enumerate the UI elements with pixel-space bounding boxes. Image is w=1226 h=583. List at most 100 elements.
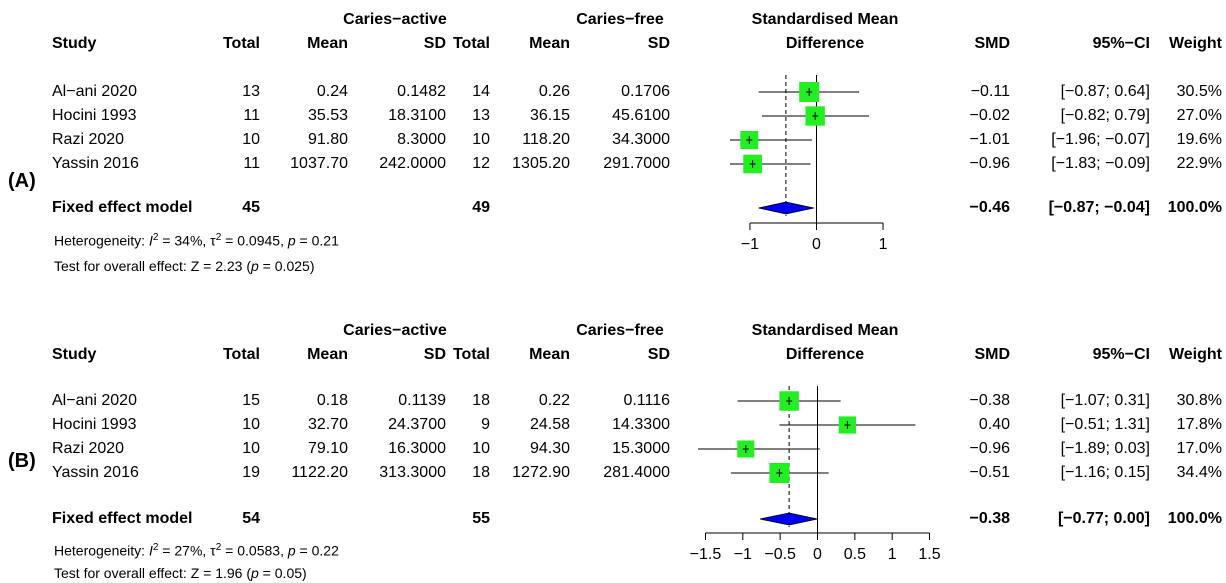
total1-value: 10 bbox=[242, 131, 260, 148]
study-name: Al−ani 2020 bbox=[52, 392, 137, 409]
sd2-value: 15.3000 bbox=[612, 440, 670, 457]
total1-value: 10 bbox=[242, 416, 260, 433]
overall-effect-text: Test for overall effect: Z = 2.23 (p = 0… bbox=[54, 258, 315, 274]
sd2-column-header: SD bbox=[647, 346, 670, 363]
sd1-value: 16.3000 bbox=[388, 440, 446, 457]
sd2-value: 14.3300 bbox=[612, 416, 670, 433]
ci-value: [−1.89; 0.03] bbox=[1060, 440, 1150, 457]
total1-value: 11 bbox=[243, 155, 260, 172]
sd1-value: 0.1139 bbox=[398, 392, 446, 409]
mean2-value: 0.26 bbox=[538, 83, 570, 100]
study-name: Razi 2020 bbox=[52, 131, 125, 148]
group2-header: Caries−free bbox=[576, 322, 664, 339]
weight-value: 22.9% bbox=[1176, 155, 1222, 172]
plot-title-line2: Difference bbox=[785, 35, 865, 52]
total1-value: 11 bbox=[243, 107, 260, 124]
sd2-value: 0.1116 bbox=[623, 392, 670, 409]
mean1-value: 32.70 bbox=[307, 416, 348, 433]
sd1-value: 242.0000 bbox=[379, 155, 446, 172]
sd2-value: 0.1706 bbox=[621, 83, 670, 100]
mean1-value: 0.18 bbox=[316, 392, 348, 409]
fixed-effect-label: Fixed effect model bbox=[52, 199, 193, 216]
total2-value: 9 bbox=[481, 416, 490, 433]
smd-value: −0.11 bbox=[970, 83, 1010, 100]
smd-value: −0.51 bbox=[969, 464, 1010, 481]
fixed-total2: 55 bbox=[472, 510, 490, 527]
sd2-column-header: SD bbox=[647, 35, 670, 52]
total1-column-header: Total bbox=[222, 35, 260, 52]
total1-value: 10 bbox=[242, 440, 260, 457]
fixed-weight: 100.0% bbox=[1167, 199, 1222, 216]
weight-value: 34.4% bbox=[1176, 464, 1222, 481]
fixed-ci: [−0.87; −0.04] bbox=[1048, 199, 1150, 216]
ci-value: [−1.16; 0.15] bbox=[1060, 464, 1150, 481]
sd2-value: 34.3000 bbox=[612, 131, 670, 148]
mean1-value: 1122.20 bbox=[291, 464, 348, 481]
mean2-value: 36.15 bbox=[529, 107, 570, 124]
ci-value: [−0.82; 0.79] bbox=[1060, 107, 1150, 124]
x-tick-label: 0 bbox=[812, 236, 821, 253]
x-tick-label: −1.5 bbox=[690, 546, 722, 563]
group1-header: Caries−active bbox=[343, 11, 447, 28]
weight-value: 19.6% bbox=[1176, 131, 1222, 148]
mean1-column-header: Mean bbox=[307, 346, 348, 363]
x-tick-label: 0 bbox=[813, 546, 822, 563]
pooled-diamond bbox=[758, 201, 814, 215]
heterogeneity-text: Heterogeneity: I2 = 34%, τ2 = 0.0945, p … bbox=[54, 232, 339, 249]
study-name: Razi 2020 bbox=[52, 440, 125, 457]
forest-plot-a-graphic: −1 0 1 bbox=[730, 75, 888, 253]
mean1-value: 35.53 bbox=[307, 107, 348, 124]
weight-value: 30.5% bbox=[1176, 83, 1222, 100]
total2-column-header: Total bbox=[452, 346, 490, 363]
panel-label: (A) bbox=[8, 170, 36, 192]
pooled-diamond bbox=[759, 512, 818, 526]
fixed-total1: 54 bbox=[242, 510, 260, 527]
mean2-column-header: Mean bbox=[529, 346, 570, 363]
x-tick-label: −1 bbox=[741, 236, 759, 253]
study-name: Yassin 2016 bbox=[52, 464, 139, 481]
forest-plot-b-graphic: −1.5 −1 −0.5 0 0.5 1 1.5 bbox=[690, 386, 941, 563]
sd2-value: 291.7000 bbox=[603, 155, 670, 172]
overall-effect-text: Test for overall effect: Z = 1.96 (p = 0… bbox=[54, 565, 307, 581]
mean1-value: 79.10 bbox=[307, 440, 348, 457]
fixed-weight: 100.0% bbox=[1167, 510, 1222, 527]
ci-value: [−1.07; 0.31] bbox=[1060, 392, 1150, 409]
mean2-value: 118.20 bbox=[522, 131, 570, 148]
ci-value: [−1.96; −0.07] bbox=[1051, 131, 1150, 148]
ci-column-header: 95%−CI bbox=[1092, 346, 1150, 363]
mean1-column-header: Mean bbox=[307, 35, 348, 52]
fixed-ci: [−0.77; 0.00] bbox=[1057, 510, 1150, 527]
smd-value: −0.96 bbox=[969, 440, 1010, 457]
weight-value: 17.0% bbox=[1176, 440, 1222, 457]
panel-label: (B) bbox=[8, 450, 36, 472]
sd1-value: 18.3100 bbox=[388, 107, 446, 124]
fixed-total1: 45 bbox=[242, 199, 260, 216]
plot-title-line2: Difference bbox=[785, 346, 865, 363]
total1-value: 15 bbox=[242, 392, 260, 409]
total2-value: 13 bbox=[472, 107, 490, 124]
study-name: Al−ani 2020 bbox=[52, 83, 137, 100]
study-name: Hocini 1993 bbox=[52, 416, 137, 433]
weight-column-header: Weight bbox=[1168, 346, 1222, 363]
mean2-column-header: Mean bbox=[529, 35, 570, 52]
weight-value: 27.0% bbox=[1176, 107, 1222, 124]
total2-value: 14 bbox=[472, 83, 490, 100]
sd1-value: 8.3000 bbox=[397, 131, 446, 148]
total2-value: 10 bbox=[472, 440, 490, 457]
mean2-value: 0.22 bbox=[538, 392, 570, 409]
plot-title-line1: Standardised Mean bbox=[751, 11, 899, 28]
sd1-column-header: SD bbox=[423, 35, 446, 52]
total2-value: 18 bbox=[472, 392, 490, 409]
mean1-value: 0.24 bbox=[316, 83, 348, 100]
sd1-value: 313.3000 bbox=[379, 464, 446, 481]
x-tick-label: 1.5 bbox=[918, 546, 940, 563]
sd2-value: 45.6100 bbox=[612, 107, 670, 124]
group2-header: Caries−free bbox=[576, 11, 664, 28]
x-tick-label: −0.5 bbox=[764, 546, 796, 563]
smd-column-header: SMD bbox=[974, 346, 1010, 363]
study-name: Hocini 1993 bbox=[52, 107, 137, 124]
smd-value: −1.01 bbox=[969, 131, 1010, 148]
weight-value: 30.8% bbox=[1176, 392, 1222, 409]
total2-value: 12 bbox=[472, 155, 490, 172]
total1-value: 19 bbox=[242, 464, 260, 481]
